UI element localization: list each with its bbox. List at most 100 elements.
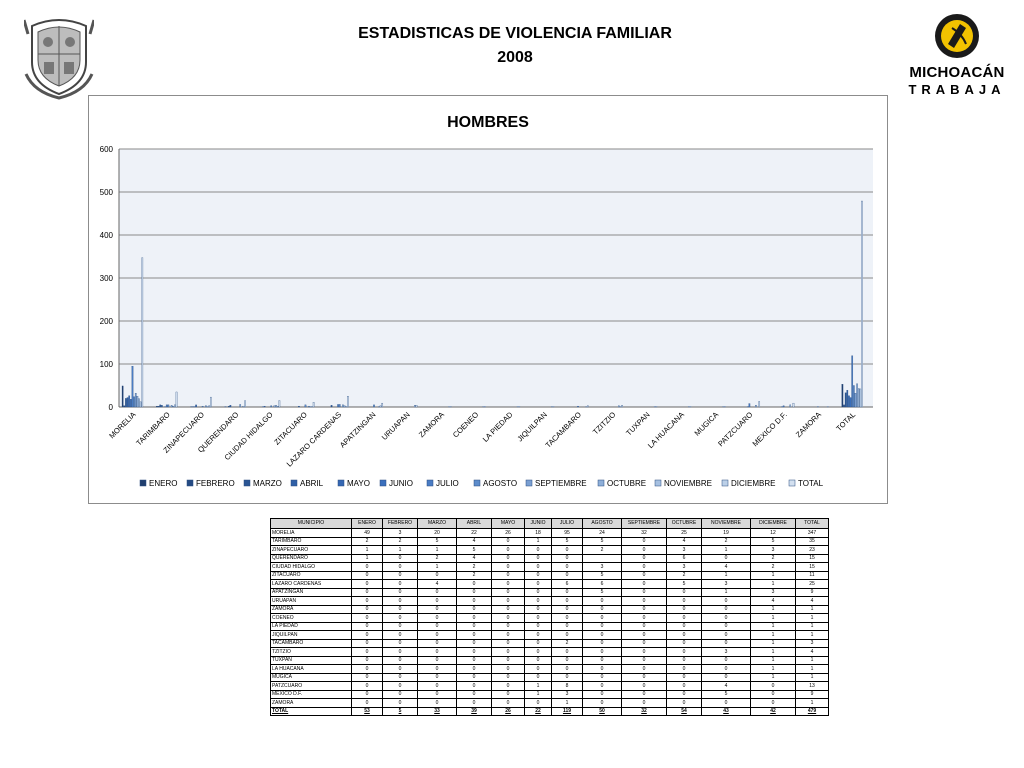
table-row: ZAMORA 0 0 0 0 0 0 1 0 0 0 0 0 1 (270, 698, 829, 708)
table-cell-value: 11 (795, 570, 829, 580)
table-cell-value: 0 (621, 647, 667, 657)
table-cell-value: 479 (795, 706, 829, 716)
table-cell-value: 0 (351, 672, 383, 682)
table-row: TZITZIO 0 0 0 0 0 0 0 0 0 0 3 1 4 (270, 647, 829, 657)
table-cell-value: 0 (666, 672, 702, 682)
logo-emblem (935, 14, 979, 58)
table-cell-value: 0 (750, 681, 796, 691)
bar-julio (337, 404, 339, 408)
table-cell-value: 1 (750, 655, 796, 665)
table-cell-value: 0 (621, 613, 667, 623)
table-cell-value: 1 (551, 698, 583, 708)
table-cell-value: 5 (750, 536, 796, 546)
table-cell-value: 1 (750, 579, 796, 589)
bar-chart: HOMBRES 0 100 200 300 400 500 600 MORELIA TARIM… (88, 95, 888, 504)
bar-octubre (136, 396, 139, 408)
table-cell-value: 0 (524, 596, 552, 606)
table-cell-value: 0 (456, 647, 492, 657)
table-cell-value: 42 (750, 706, 796, 716)
table-cell-value: 1 (750, 621, 796, 631)
table-cell-value: 24 (582, 528, 622, 538)
table-row: QUERENDARO 1 0 2 4 0 0 0 0 6 0 2 15 (270, 553, 829, 563)
table-cell-value: 5 (666, 579, 702, 589)
table-cell-value: 0 (417, 613, 457, 623)
table-cell-value: 23 (795, 545, 829, 555)
table-cell-value: 1 (750, 638, 796, 648)
table-cell-municipio: LA HUACANA (270, 664, 352, 674)
table-cell-value: 0 (382, 655, 418, 665)
bar-total (244, 400, 246, 408)
table-cell-value: 25 (666, 528, 702, 538)
bar-julio (851, 355, 854, 408)
table-header-row: MUNICIPIO ENERO FEBRERO MARZO ABRIL MAYO JUNIO… (270, 518, 829, 529)
table-cell-value: 0 (456, 613, 492, 623)
table-cell-value: 347 (795, 528, 829, 538)
table-cell-value: 1 (701, 545, 751, 555)
table-cell-municipio: TOTAL (270, 706, 352, 716)
table-cell-value: 1 (351, 545, 383, 555)
table-cell-value: 0 (621, 689, 667, 699)
table-cell-value: 1 (701, 570, 751, 580)
legend-swatch (186, 479, 194, 487)
table-cell-value: 2 (382, 536, 418, 546)
legend-swatch (597, 479, 605, 487)
table-cell-value: 19 (701, 528, 751, 538)
table-cell-value: 5 (582, 536, 622, 546)
table-cell-value: 0 (524, 664, 552, 674)
table-cell-value: 0 (551, 553, 583, 563)
table-cell-value: 0 (621, 596, 667, 606)
bar-mayo (848, 395, 850, 408)
x-tick-label: TACAMBARO (544, 410, 584, 450)
x-tick-label: MUGICA (693, 410, 721, 438)
table-cell-value: 0 (382, 681, 418, 691)
x-tick-label: LA HUACANA (646, 410, 686, 450)
bar-marzo (844, 392, 847, 408)
table-cell-value: 0 (491, 604, 525, 614)
table-cell-value: 0 (491, 621, 525, 631)
table-row: COENEO 0 0 0 0 0 0 0 0 0 0 0 1 1 (270, 613, 829, 623)
table-cell-value: 1 (795, 698, 829, 708)
table-cell-value: 3 (701, 647, 751, 657)
table-cell-value: 0 (351, 579, 383, 589)
table-cell-value: 0 (491, 596, 525, 606)
table-cell-value: 2 (456, 570, 492, 580)
table-header-cell: TOTAL (795, 518, 829, 529)
table-cell-value: 0 (491, 672, 525, 682)
logo-word-trabaja: TRABAJA (908, 82, 1006, 97)
table-cell-value: 0 (456, 587, 492, 597)
table-cell-value: 0 (417, 647, 457, 657)
bar-total (792, 402, 795, 408)
table-cell-value: 0 (351, 613, 383, 623)
y-tick-label: 200 (100, 317, 114, 326)
table-cell-value: 0 (351, 596, 383, 606)
legend-swatch (243, 479, 251, 487)
table-cell-value: 2 (750, 562, 796, 572)
table-cell-value: 0 (491, 553, 525, 563)
bar-total (210, 396, 212, 408)
table-cell-value: 95 (551, 528, 583, 538)
bar-mayo (128, 395, 131, 408)
table-cell-value: 1 (795, 613, 829, 623)
bar-enero (156, 405, 158, 408)
legend-swatch (290, 479, 298, 487)
table-row: JIQUILPAN 0 0 0 0 0 0 0 0 0 0 0 1 1 (270, 630, 829, 640)
table-cell-value: 0 (666, 613, 702, 623)
table-cell-municipio: ZAMORA (270, 698, 352, 708)
table-cell-value: 4 (701, 562, 751, 572)
table-cell-value: 0 (524, 579, 552, 589)
table-cell-municipio: TZITZIO (270, 647, 352, 657)
table-cell-value: 0 (582, 672, 622, 682)
table-cell-value: 3 (701, 579, 751, 589)
table-cell-value: 0 (456, 655, 492, 665)
legend-label: OCTUBRE (607, 479, 646, 488)
table-cell-value: 25 (795, 579, 829, 589)
table-cell-value: 49 (351, 528, 383, 538)
table-cell-value: 0 (417, 681, 457, 691)
table-cell-municipio: MORELIA (270, 528, 352, 538)
bar-marzo (159, 404, 162, 408)
table-cell-value: 0 (666, 681, 702, 691)
x-tick-label: MEXICO D.F. (751, 410, 789, 448)
table-cell-value: 0 (621, 664, 667, 674)
table-cell-value: 4 (417, 579, 457, 589)
bar-abril (126, 397, 129, 408)
